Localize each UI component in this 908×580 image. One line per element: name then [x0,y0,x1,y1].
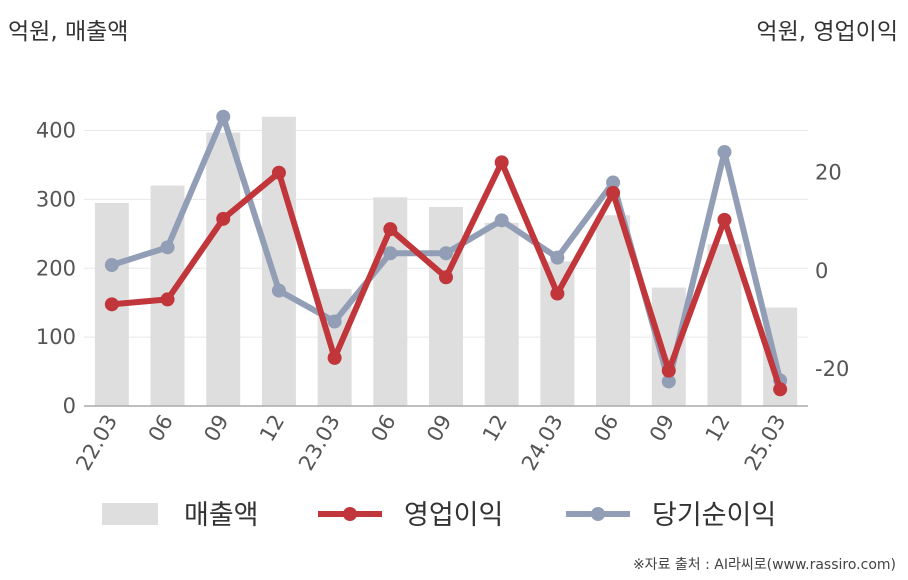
x-axis-tick-label: 09 [199,411,233,446]
revenue-bar [429,206,463,406]
data-point [494,213,509,228]
x-axis-tick-label: 25.03 [740,411,791,475]
right-axis-unit-label: 억원, 영업이익 [756,19,898,45]
data-point [717,212,732,227]
legend: 매출액 영업이익 당기순이익 [102,500,776,531]
left-axis-tick-label: 400 [36,119,76,143]
revenue-bar [484,222,519,406]
right-axis-tick-label: 0 [815,259,828,283]
x-axis-tick-label: 06 [589,411,623,446]
left-axis-tick-label: 100 [36,325,76,349]
x-axis-tick-label: 09 [422,411,456,446]
legend-swatch-marker [591,507,605,521]
right-axis-tick-label: 20 [815,161,842,185]
data-point [661,374,676,389]
x-axis-tick-label: 12 [255,411,289,446]
revenue-bar [707,244,742,406]
revenue-bars [94,116,798,407]
data-point [271,165,286,180]
x-axis-tick-label: 09 [645,411,679,446]
data-point [271,283,286,298]
data-point [104,297,119,312]
data-point [383,222,398,237]
legend-swatch-marker [343,507,357,521]
data-point [550,286,565,301]
data-point [550,250,565,265]
revenue-bar [206,132,241,407]
revenue-bar [540,261,575,406]
left-axis-tick-label: 0 [63,394,76,418]
data-point [717,145,732,160]
data-point [216,109,231,124]
data-point [439,270,453,285]
left-axis-tick-label: 300 [36,187,76,211]
x-axis-tick-label: 24.03 [517,411,568,475]
x-axis-tick-label: 06 [144,411,178,446]
x-axis-tick-label: 06 [366,411,400,446]
left-axis-tick-label: 200 [36,256,76,280]
profit-lines [104,109,788,397]
data-point [327,350,342,365]
data-point [606,175,621,190]
data-point [327,314,342,329]
data-point [773,382,788,397]
legend-label: 매출액 [184,500,259,531]
data-point [383,246,398,261]
revenue-bar [596,215,631,406]
right-axis-tick-label: -20 [815,357,849,381]
x-axis-tick-label: 12 [478,411,512,446]
legend-swatch-bar [102,503,158,525]
data-source-note: ※자료 출처 : AI라씨로(www.rassiro.com) [632,557,896,573]
legend-label: 영업이익 [404,500,503,531]
data-point [216,211,231,226]
data-point [606,185,621,200]
data-point [160,292,175,307]
x-axis-tick-label: 12 [701,411,735,446]
data-point [104,258,119,273]
x-axis-tick-label: 22.03 [71,411,122,475]
x-axis-tick-label: 23.03 [294,411,345,475]
data-point [439,246,453,261]
data-point [160,240,175,255]
left-axis-unit-label: 억원, 매출액 [8,19,129,45]
data-point [661,363,676,378]
legend-label: 당기순이익 [652,500,776,531]
data-point [494,155,509,170]
